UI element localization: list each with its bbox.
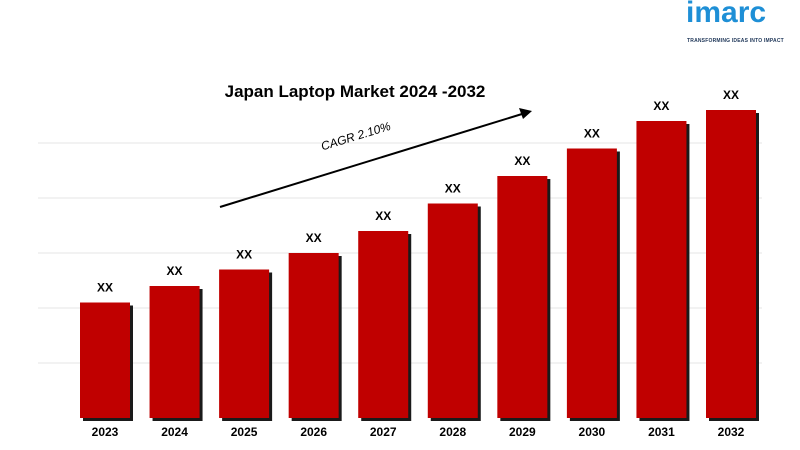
- chart-title: Japan Laptop Market 2024 -2032: [225, 82, 486, 101]
- cagr-label: CAGR 2.10%: [319, 119, 392, 154]
- data-label: XX: [97, 281, 113, 295]
- x-tick-label: 2023: [92, 425, 119, 439]
- cagr-annotation: CAGR 2.10%: [219, 108, 532, 208]
- bar-2024: [149, 286, 200, 418]
- data-label: XX: [653, 99, 669, 113]
- data-label: XX: [236, 248, 252, 262]
- x-tick-label: 2032: [718, 425, 745, 439]
- cagr-trend-arrow-line: [219, 113, 523, 208]
- bar-2032: [706, 110, 756, 418]
- data-label: XX: [445, 182, 461, 196]
- x-tick-label: 2030: [579, 425, 606, 439]
- data-label: XX: [167, 264, 183, 278]
- imarc-logo: imarc TRANSFORMING IDEAS INTO IMPACT: [686, 0, 786, 48]
- bar-2027: [358, 231, 409, 418]
- bars: XX 2023 XX 2024 XX 2025 XX 2026 XX 2027 XX 2028 XX 20…: [80, 88, 759, 439]
- x-tick-label: 2025: [231, 425, 258, 439]
- bar-2023: [80, 302, 130, 418]
- logo-tagline: TRANSFORMING IDEAS INTO IMPACT: [687, 38, 784, 44]
- bar-2026: [288, 253, 339, 418]
- x-tick-label: 2028: [439, 425, 466, 439]
- x-tick-label: 2024: [161, 425, 188, 439]
- cagr-arrow-head: [519, 108, 532, 119]
- x-tick-label: 2029: [509, 425, 536, 439]
- x-tick-label: 2027: [370, 425, 397, 439]
- x-tick-label: 2026: [300, 425, 327, 439]
- bar-2031: [636, 121, 687, 418]
- bar-2029: [497, 176, 548, 418]
- data-label: XX: [514, 154, 530, 168]
- logo-wordmark: imarc: [686, 0, 767, 29]
- bar-2030: [566, 148, 617, 418]
- data-label: XX: [584, 127, 600, 141]
- bar-2025: [219, 269, 270, 418]
- data-label: XX: [375, 209, 391, 223]
- data-label: XX: [306, 231, 322, 245]
- x-tick-label: 2031: [648, 425, 675, 439]
- bar-2028: [427, 203, 478, 418]
- data-label: XX: [723, 88, 739, 102]
